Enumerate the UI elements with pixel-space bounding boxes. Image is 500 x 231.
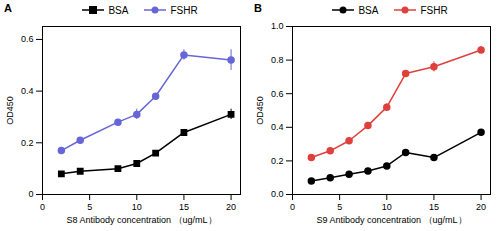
html-text:BSA: BSA bbox=[108, 4, 129, 16]
svg-text:S9 Antibody concentration （ug/: S9 Antibody concentration （ug/mL） bbox=[316, 215, 466, 225]
svg-text:0.6: 0.6 bbox=[21, 34, 34, 44]
svg-text:0.2: 0.2 bbox=[271, 156, 284, 166]
svg-text:S8 Antibody concentration （ug/: S8 Antibody concentration （ug/mL） bbox=[66, 215, 216, 225]
svg-text:0: 0 bbox=[290, 202, 295, 212]
svg-text:15: 15 bbox=[179, 202, 189, 212]
svg-text:20: 20 bbox=[476, 202, 486, 212]
svg-text:OD450: OD450 bbox=[255, 96, 265, 125]
svg-text:5: 5 bbox=[337, 202, 342, 212]
html-text:A: A bbox=[4, 2, 12, 14]
svg-text:10: 10 bbox=[382, 202, 392, 212]
svg-text:0: 0 bbox=[40, 202, 45, 212]
html-text:FSHR: FSHR bbox=[170, 4, 198, 16]
svg-text:0.6: 0.6 bbox=[271, 89, 284, 99]
svg-text:0.4: 0.4 bbox=[271, 122, 284, 132]
svg-text:0.4: 0.4 bbox=[21, 86, 34, 96]
html-text:B: B bbox=[254, 2, 262, 14]
html-text:BSA: BSA bbox=[358, 4, 379, 16]
svg-text:OD450: OD450 bbox=[5, 96, 15, 125]
svg-text:0.2: 0.2 bbox=[21, 138, 34, 148]
svg-text:0.0: 0.0 bbox=[271, 189, 284, 199]
svg-text:5: 5 bbox=[87, 202, 92, 212]
svg-text:0: 0 bbox=[28, 189, 33, 199]
svg-text:1.0: 1.0 bbox=[271, 21, 284, 31]
svg-text:0.8: 0.8 bbox=[271, 55, 284, 65]
svg-text:15: 15 bbox=[429, 202, 439, 212]
svg-text:10: 10 bbox=[132, 202, 142, 212]
html-text:FSHR: FSHR bbox=[420, 4, 448, 16]
svg-text:20: 20 bbox=[226, 202, 236, 212]
